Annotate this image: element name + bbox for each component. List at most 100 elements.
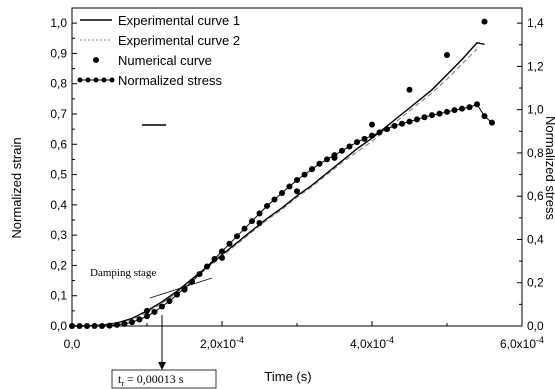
y2-tick-label: 0,6 (527, 189, 544, 203)
legend-label: Experimental curve 2 (118, 33, 240, 48)
data-point (474, 101, 480, 108)
x-tick-label: 2,0x10-4 (200, 335, 244, 351)
data-point (294, 188, 300, 195)
x-axis-label: Time (s) (264, 369, 311, 384)
data-point (271, 196, 278, 203)
data-point (136, 316, 143, 323)
y-tick-label: 0,4 (50, 198, 67, 212)
data-point (339, 147, 345, 154)
data-point (384, 126, 390, 133)
tr-arrow-head (158, 362, 166, 370)
data-point (406, 86, 413, 93)
series-line (72, 42, 485, 327)
data-point (159, 303, 165, 310)
data-point (301, 171, 308, 178)
y-tick-label: 0,5 (50, 168, 67, 182)
data-point (331, 152, 338, 159)
data-point (256, 220, 263, 227)
y-tick-label: 0,9 (50, 46, 67, 60)
data-point (219, 248, 225, 255)
data-point (421, 114, 428, 121)
data-point (309, 166, 315, 173)
data-point (226, 240, 233, 247)
series-experimental-curve-1 (72, 42, 485, 327)
data-point (444, 51, 450, 58)
data-point (106, 322, 113, 329)
data-point (354, 139, 360, 146)
data-point (369, 121, 375, 128)
y-tick-label: 1,0 (50, 16, 67, 30)
data-point (286, 183, 293, 190)
data-point (279, 189, 285, 196)
y-axis-label: Normalized strain (9, 137, 24, 238)
data-point (369, 132, 375, 139)
data-point (481, 18, 488, 25)
tr-label-value: = 0,00013 s (124, 372, 184, 386)
y2-tick-label: 1,2 (527, 59, 544, 73)
series-layer (69, 18, 495, 329)
data-point (256, 210, 263, 217)
data-point (99, 323, 105, 329)
data-point (121, 320, 128, 327)
x-tick-label: 4,0x10-4 (350, 335, 394, 351)
y-tick-label: 0,1 (50, 289, 67, 303)
tr-label-box (111, 369, 217, 389)
data-point (451, 107, 458, 114)
damping-stage-label: Damping stage (90, 267, 156, 279)
data-point (129, 319, 135, 326)
data-point (294, 176, 300, 183)
data-point (489, 119, 495, 126)
series-line (72, 48, 478, 327)
data-point (196, 271, 203, 278)
data-point (91, 323, 98, 329)
data-point (114, 321, 120, 328)
series-normalized-stress (69, 101, 495, 329)
data-point (166, 298, 173, 305)
data-point (144, 307, 150, 314)
left-y-axis-ticks: 0,0 0,1 0,2 0,3 0,4 0,5 0,6 0,7 0,8 0,9 1,0 (50, 16, 77, 333)
data-point (361, 135, 368, 142)
y2-tick-label: 0,8 (527, 146, 544, 160)
data-point (429, 112, 435, 119)
legend-swatch-point (77, 77, 83, 83)
data-point (76, 323, 83, 329)
data-point (69, 323, 75, 329)
data-point (174, 291, 180, 298)
data-point (84, 323, 90, 329)
series-experimental-curve-2 (72, 48, 478, 327)
data-point (444, 108, 450, 115)
y2-tick-label: 0,4 (527, 232, 544, 246)
y2-tick-label: 1,0 (527, 103, 544, 117)
data-point (481, 113, 488, 120)
y-tick-label: 0,2 (50, 258, 67, 272)
data-point (466, 104, 473, 111)
data-point (399, 120, 405, 127)
legend-label: Normalized stress (118, 73, 223, 88)
data-point (234, 233, 240, 240)
y-tick-label: 0,7 (50, 107, 67, 121)
x-tick-label: 6,0x10-4 (500, 335, 544, 351)
legend-swatch-point (85, 77, 91, 83)
x-tick-label: 0,0 (64, 337, 81, 351)
legend-label: Numerical curve (118, 53, 212, 68)
y2-tick-label: 1,4 (527, 16, 544, 30)
right-y-axis-ticks: 0,0 0,2 0,4 0,6 0,8 1,0 1,2 1,4 (517, 16, 544, 333)
data-point (249, 218, 255, 225)
data-point (406, 118, 413, 125)
y2-tick-label: 0,2 (527, 276, 544, 290)
data-point (346, 143, 353, 150)
legend: Experimental curve 1 Experimental curve 2… (77, 13, 240, 88)
y2-tick-label: 0,0 (527, 319, 544, 333)
tr-label: tr = 0,00013 s (118, 372, 184, 388)
legend-swatch-point (109, 77, 115, 83)
legend-swatch-point (93, 77, 99, 83)
data-point (219, 254, 225, 261)
legend-label: Experimental curve 1 (118, 13, 240, 28)
data-point (189, 278, 195, 285)
legend-swatch (93, 57, 99, 63)
annotations: Damping stage tr = 0,00013 s (90, 124, 217, 389)
data-point (459, 105, 465, 112)
legend-swatch-point (101, 77, 107, 83)
data-point (436, 110, 443, 117)
